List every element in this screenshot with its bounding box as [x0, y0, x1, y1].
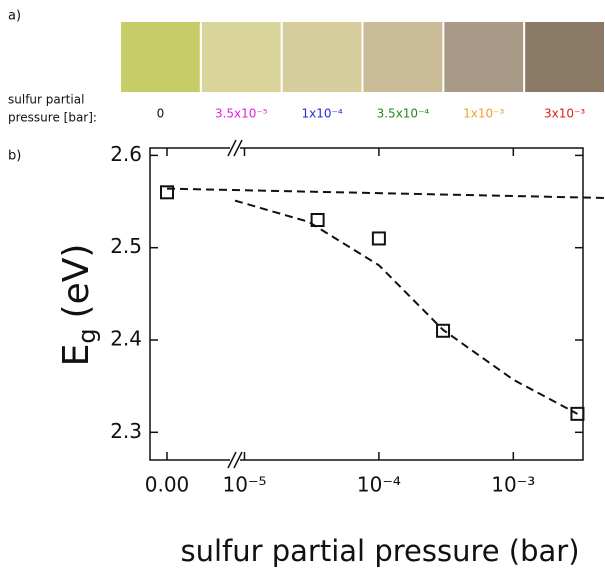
x-tick-label: 10⁻⁴ — [357, 473, 401, 497]
y-subscript: g — [73, 328, 101, 343]
axis-break-gap — [230, 146, 240, 150]
y-tick-label: 2.4 — [110, 327, 142, 351]
x-tick-label: 0.00 — [145, 473, 190, 497]
sample-photo — [282, 22, 362, 92]
data-point — [310, 213, 325, 227]
sample-label: 1x10⁻³ — [463, 107, 504, 121]
y-symbol: E — [56, 344, 97, 367]
axis-break — [227, 139, 237, 157]
panel-label: b) — [8, 149, 21, 164]
sample-label: 3.5x10⁻⁵ — [215, 107, 268, 121]
x-tick-label: 10⁻³ — [491, 473, 535, 497]
data-point — [371, 231, 386, 246]
sample-photo — [121, 22, 200, 92]
y-tick-label: 2.6 — [110, 142, 142, 166]
y-tick-label: 2.5 — [110, 234, 142, 258]
axis-break — [227, 451, 237, 469]
x-tick-label: 10⁻⁵ — [222, 473, 266, 497]
y-tick-label: 2.3 — [110, 419, 142, 443]
data-point — [570, 406, 585, 421]
fit-curve — [166, 187, 605, 199]
axis-break — [233, 451, 243, 469]
data-point — [436, 323, 451, 338]
panel-label: a) — [8, 9, 21, 24]
axis-break — [233, 139, 243, 157]
y-axis-label: Eg (eV) — [56, 244, 101, 367]
y-unit: (eV) — [56, 244, 97, 319]
axis-break-gap — [230, 458, 240, 462]
plot-frame — [149, 147, 584, 461]
sample-label: 3x10⁻³ — [544, 107, 585, 121]
sample-photo — [363, 22, 443, 92]
fit-curve — [234, 199, 578, 415]
legend-line: sulfur partial — [8, 93, 84, 107]
sample-photo — [525, 22, 604, 92]
sample-label: 0 — [157, 107, 165, 121]
sample-photo — [444, 22, 524, 92]
sample-photo — [201, 22, 281, 92]
x-axis-label: sulfur partial pressure (bar) — [180, 534, 579, 568]
legend-line: pressure [bar]: — [8, 111, 97, 125]
sample-label: 3.5x10⁻⁴ — [377, 107, 430, 121]
sample-label: 1x10⁻⁴ — [302, 107, 343, 121]
data-point — [160, 185, 174, 200]
